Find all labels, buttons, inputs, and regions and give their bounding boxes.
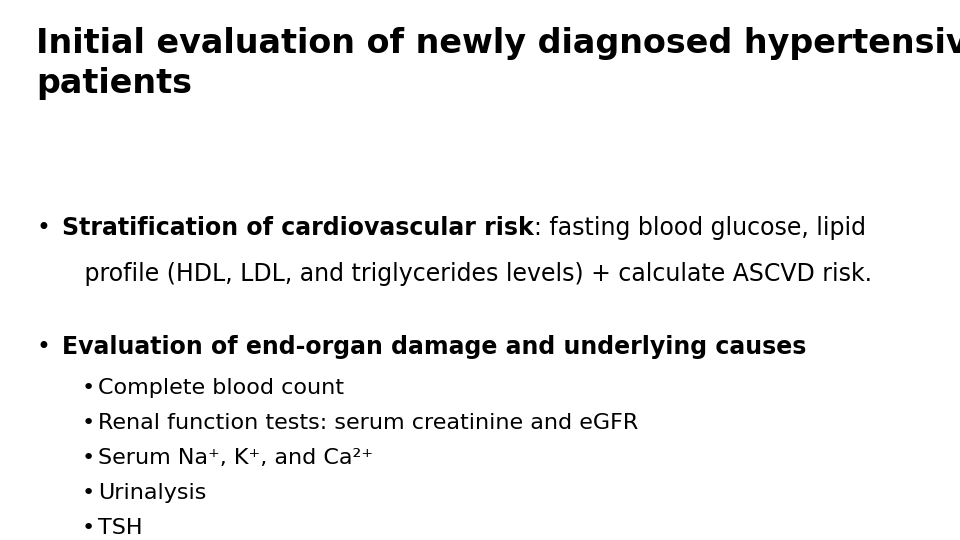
Text: •: • [82,413,95,433]
Text: Initial evaluation of newly diagnosed hypertensive
patients: Initial evaluation of newly diagnosed hy… [36,27,960,99]
Text: Stratification of cardiovascular risk: Stratification of cardiovascular risk [62,216,534,240]
Text: Evaluation of end-organ damage and underlying causes: Evaluation of end-organ damage and under… [62,335,806,359]
Text: Serum Na⁺, K⁺, and Ca²⁺: Serum Na⁺, K⁺, and Ca²⁺ [98,448,373,468]
Text: •: • [82,378,95,398]
Text: •: • [36,335,50,359]
Text: Urinalysis: Urinalysis [98,483,206,503]
Text: •: • [82,518,95,538]
Text: •: • [82,483,95,503]
Text: : fasting blood glucose, lipid: : fasting blood glucose, lipid [534,216,866,240]
Text: •: • [36,216,50,240]
Text: Complete blood count: Complete blood count [98,378,344,398]
Text: Renal function tests: serum creatinine and eGFR: Renal function tests: serum creatinine a… [98,413,638,433]
Text: TSH: TSH [98,518,142,538]
Text: •: • [82,448,95,468]
Text: profile (HDL, LDL, and triglycerides levels) + calculate ASCVD risk.: profile (HDL, LDL, and triglycerides lev… [62,262,873,286]
